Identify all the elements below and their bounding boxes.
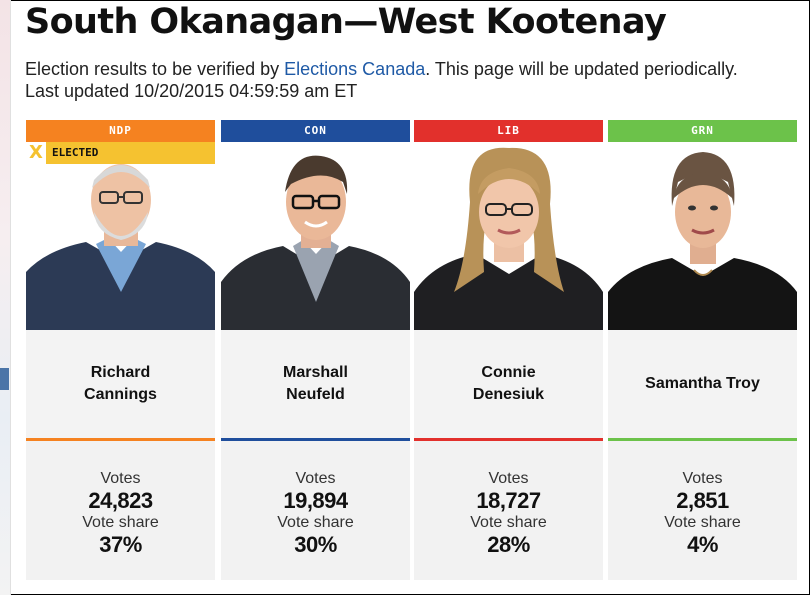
vote-share-value: 30% xyxy=(294,532,337,557)
candidate-name: Samantha Troy xyxy=(645,375,760,392)
page-title: South Okanagan—West Kootenay xyxy=(25,2,667,42)
candidate-name-box: Richard Cannings xyxy=(26,330,215,441)
page-subtitle: Election results to be verified by Elect… xyxy=(25,58,745,102)
candidate-name-box: Samantha Troy xyxy=(608,330,797,441)
portrait-illustration xyxy=(221,142,410,330)
vote-share-label: Vote share xyxy=(277,514,354,531)
candidate-name: Richard Cannings xyxy=(84,364,157,403)
vote-share-value: 4% xyxy=(687,532,718,557)
candidate-stats: Votes 18,727 Vote share 28% xyxy=(414,441,603,580)
portrait-illustration xyxy=(26,142,215,330)
votes-value: 19,894 xyxy=(283,488,348,513)
party-label-lib: LIB xyxy=(414,120,603,142)
votes-value: 24,823 xyxy=(88,488,153,513)
candidate-photo: X ELECTED xyxy=(26,142,215,330)
candidate-name: Marshall Neufeld xyxy=(283,364,348,403)
party-label-grn: GRN xyxy=(608,120,797,142)
votes-value: 2,851 xyxy=(676,488,729,513)
candidate-stats: Votes 2,851 Vote share 4% xyxy=(608,441,797,580)
votes-label: Votes xyxy=(682,470,723,487)
vote-share-label: Vote share xyxy=(82,514,159,531)
vote-share-label: Vote share xyxy=(664,514,741,531)
portrait-illustration xyxy=(608,142,797,330)
subtitle-text-start: Election results to be verified by xyxy=(25,59,285,79)
candidate-photo xyxy=(414,142,603,330)
votes-label: Votes xyxy=(488,470,529,487)
votes-label: Votes xyxy=(295,470,336,487)
candidate-stats: Votes 19,894 Vote share 30% xyxy=(221,441,410,580)
party-label-ndp: NDP xyxy=(26,120,215,142)
candidate-card-cannings: NDP X ELECTED Richard Cannings Votes 24,8… xyxy=(26,120,215,580)
elected-x-mark: X xyxy=(26,142,46,164)
vote-share-label: Vote share xyxy=(470,514,547,531)
elected-label: ELECTED xyxy=(52,146,99,159)
portrait-illustration xyxy=(414,142,603,330)
vote-share-value: 28% xyxy=(487,532,530,557)
elected-badge: X ELECTED xyxy=(26,142,215,164)
vote-share-value: 37% xyxy=(99,532,142,557)
votes-value: 18,727 xyxy=(476,488,541,513)
candidate-card-denesiuk: LIB Connie Denesiuk Votes 18,727 Vote sh… xyxy=(414,120,603,580)
candidate-name-box: Connie Denesiuk xyxy=(414,330,603,441)
candidate-photo xyxy=(221,142,410,330)
candidate-name: Connie Denesiuk xyxy=(472,364,545,403)
edge-tab xyxy=(0,368,9,390)
candidate-stats: Votes 24,823 Vote share 37% xyxy=(26,441,215,580)
votes-label: Votes xyxy=(100,470,141,487)
candidate-card-troy: GRN Samantha Troy Votes 2,851 Vote share xyxy=(608,120,797,580)
elections-canada-link[interactable]: Elections Canada xyxy=(284,59,426,79)
candidate-photo xyxy=(608,142,797,330)
candidate-name-box: Marshall Neufeld xyxy=(221,330,410,441)
party-label-con: CON xyxy=(221,120,410,142)
left-page-edge xyxy=(0,0,11,595)
subtitle-text-end: . This page will be updated periodically… xyxy=(25,59,738,101)
candidate-card-neufeld: CON Marshall Neufeld Votes 19,894 Vote s… xyxy=(221,120,410,580)
